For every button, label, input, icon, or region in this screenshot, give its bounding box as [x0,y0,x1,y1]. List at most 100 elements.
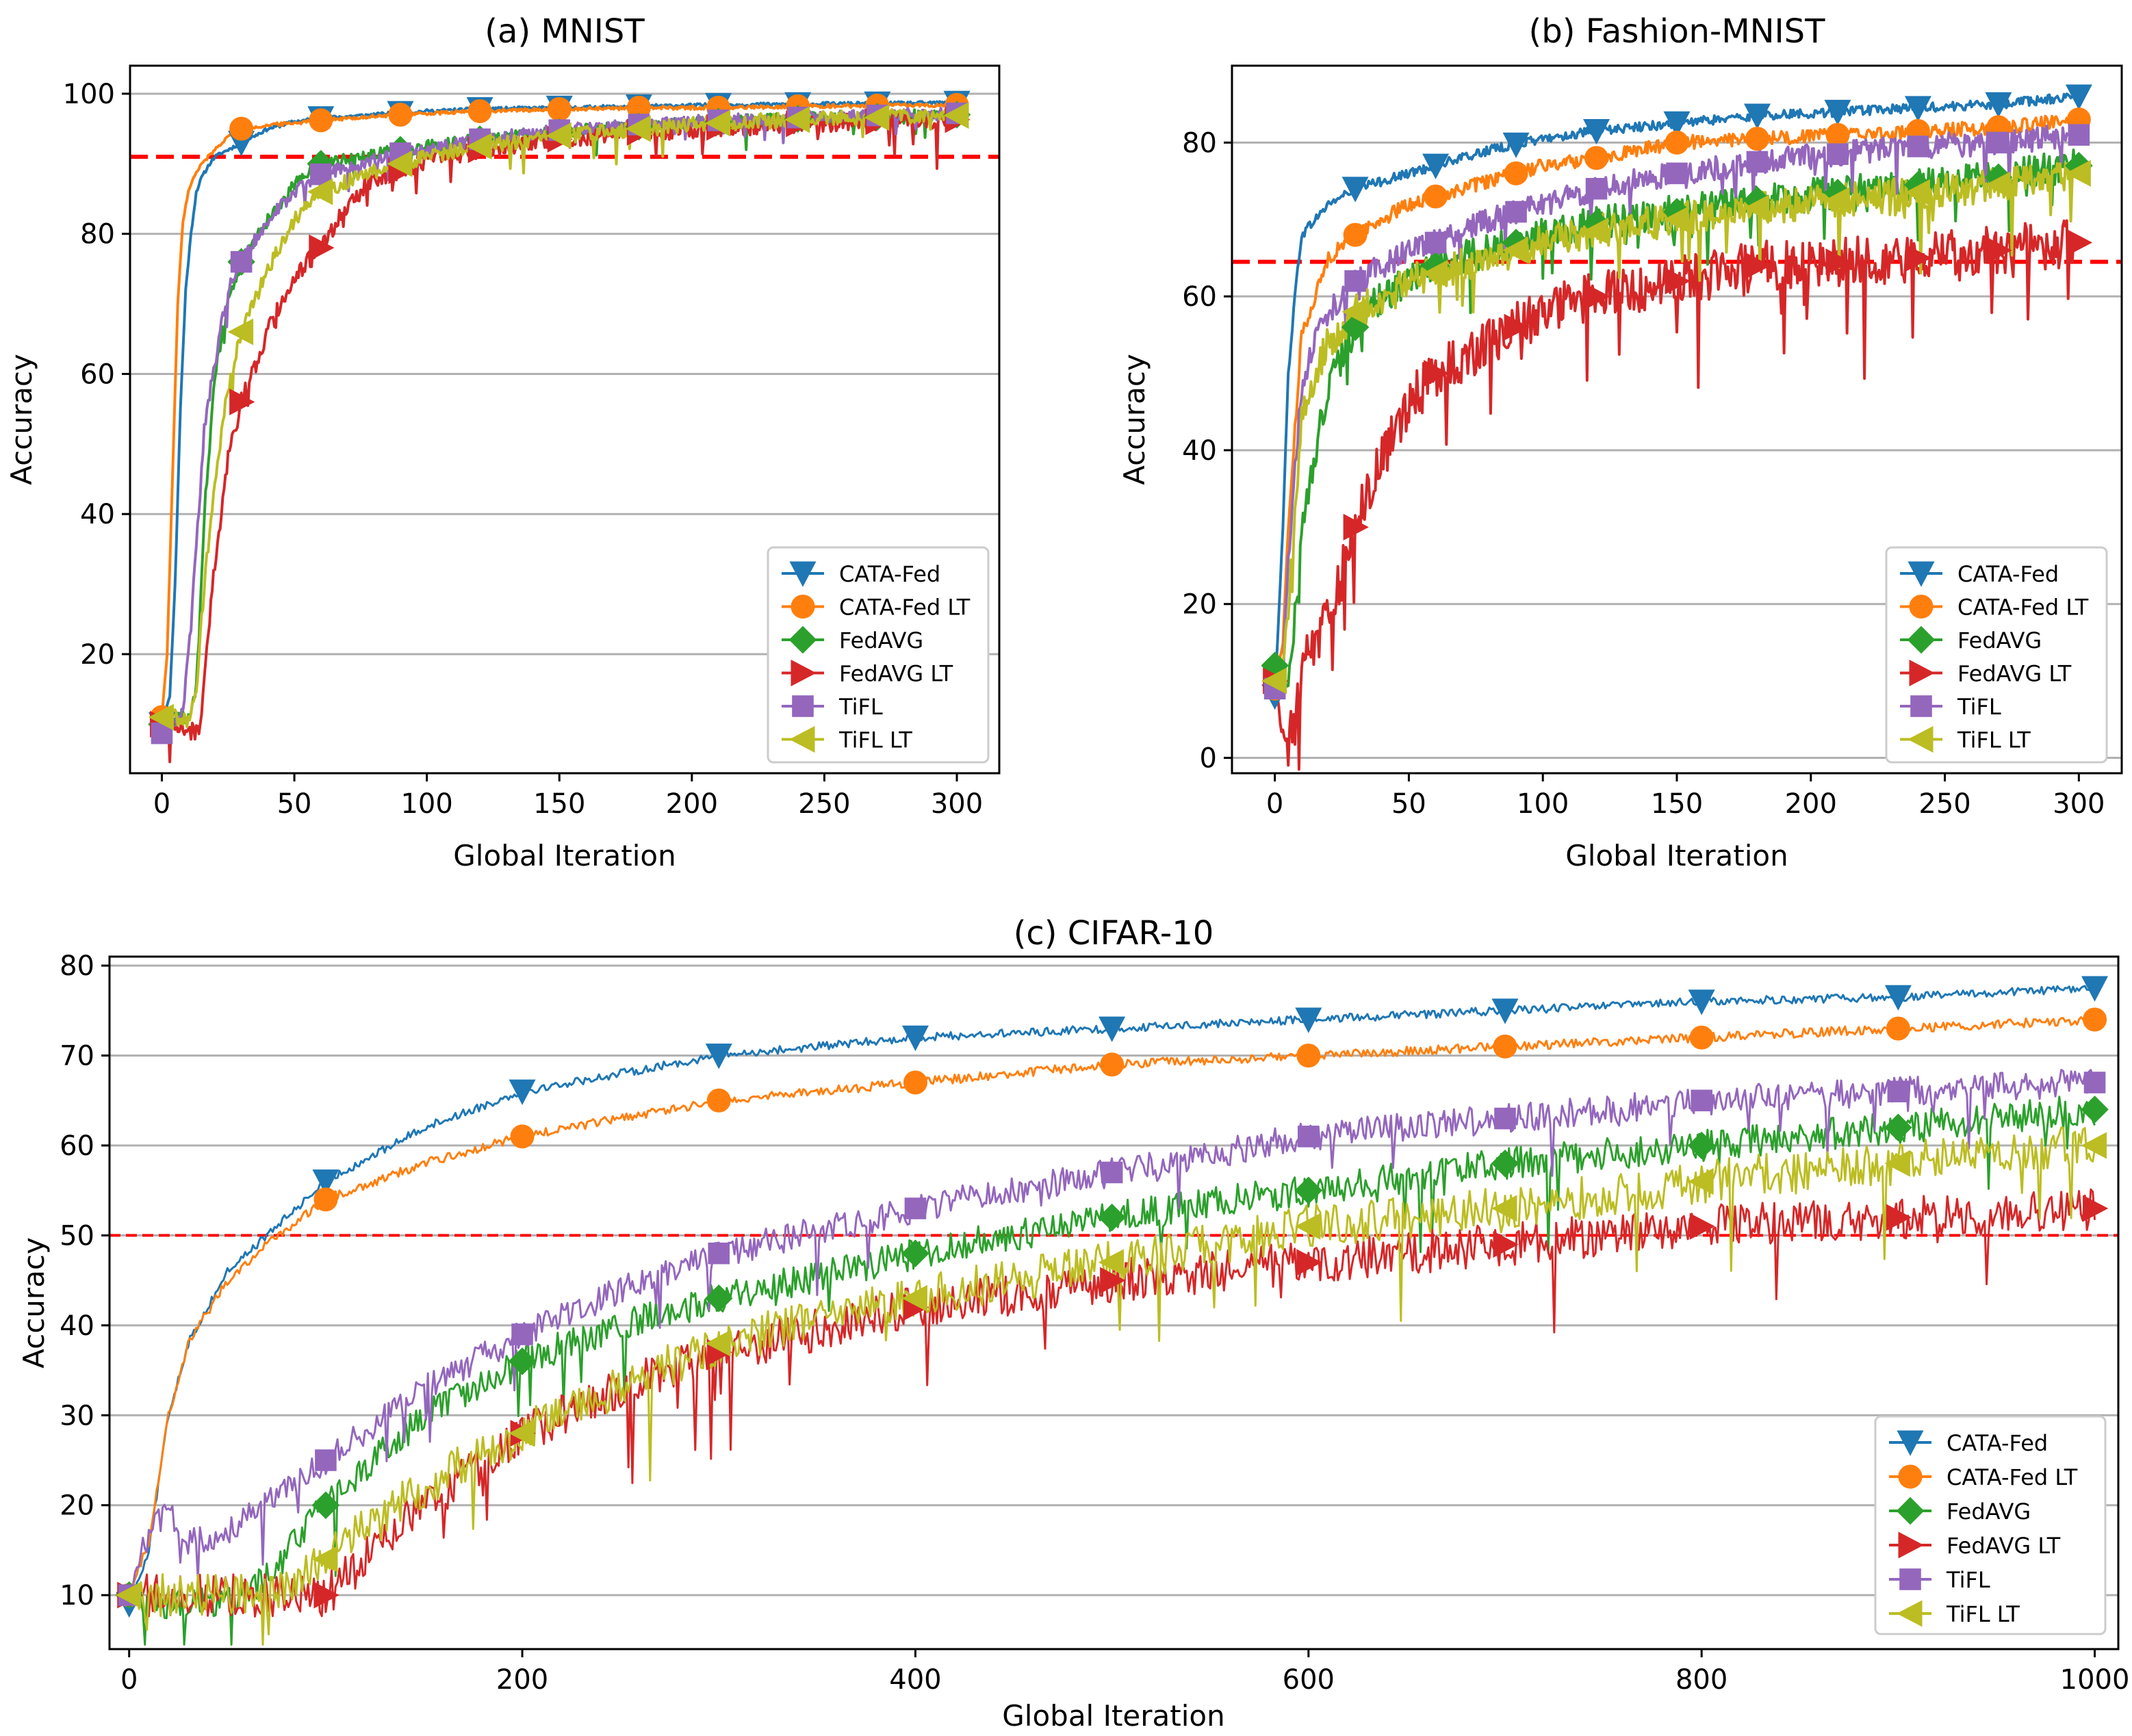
x-tick-label: 200 [1785,788,1837,820]
data-point [1687,1131,1716,1160]
data-point [705,1330,731,1357]
data-point [510,1124,535,1149]
data-point [466,133,492,160]
data-point [1424,184,1448,209]
data-point [1907,135,1929,157]
x-tick-label: 100 [400,788,452,820]
x-tick-label: 1000 [2060,1664,2130,1696]
y-tick-label: 60 [60,1130,94,1162]
data-point [309,108,333,133]
x-tick-label: 250 [1918,788,1970,820]
y-tick-label: 80 [1182,127,1217,159]
legend-marker [1907,625,1936,654]
y-tick-label: 20 [80,639,115,671]
data-point [1666,162,1688,185]
legend-marker [1909,595,1934,619]
data-point [1341,177,1369,203]
legend-marker [1898,1531,1924,1559]
y-tick-label: 60 [80,359,115,390]
legend-box [767,546,990,764]
legend-marker [1909,659,1935,687]
series-line [128,1069,2096,1599]
legend-label: FedAVG [1957,627,2042,653]
x-tick-label: 200 [496,1664,548,1696]
data-point [1296,1044,1321,1068]
y-ticks: 0 20 40 60 80 [1182,127,1232,775]
data-point [1824,99,1851,126]
legend-marker [1899,1568,1921,1590]
data-point [706,1088,731,1113]
data-point [1422,153,1450,179]
data-point [1884,1113,1912,1141]
data-point [704,109,731,137]
data-point [388,103,413,127]
chart-title: (c) CIFAR-10 [1014,914,1214,953]
series-line [128,1188,2096,1618]
legend-marker [791,659,817,687]
data-point [1295,1007,1322,1033]
data-point [1689,1213,1715,1240]
data-point [1585,178,1608,200]
data-point [1101,1161,1123,1184]
data-point [625,115,651,142]
data-point [229,388,255,415]
y-ticks: 10 20 30 40 50 60 70 80 [60,950,110,1611]
data-point [467,99,492,124]
data-point [2068,124,2090,146]
data-point [1904,179,1930,206]
x-ticks: 0 200 400 600 800 1000 [120,1649,2129,1696]
legend-marker [1896,1497,1925,1525]
y-tick-label: 20 [1182,589,1217,621]
x-tick-label: 600 [1283,1664,1335,1696]
x-ticks: 0 50 100 150 200 250 300 [153,773,983,820]
data-point [1502,237,1528,264]
y-tick-label: 0 [1200,743,1217,775]
legend-label: TiFL [1946,1567,1990,1593]
series-lines [1261,84,2093,771]
legend-marker [1908,725,1934,753]
x-ticks: 0 50 100 150 200 250 300 [1266,773,2105,820]
legend-marker [788,625,817,654]
data-point [1261,667,1287,695]
data-point [1665,268,1691,295]
legend-label: CATA-Fed LT [1957,595,2089,621]
x-axis-label: Global Iteration [453,839,676,872]
chart-panel-fashion-mnist: 0 50 100 150 200 250 300 0 20 40 60 80 (b) Fashion… [1118,12,2123,872]
legend-label: CATA-Fed LT [1947,1464,2078,1490]
data-point [1343,222,1367,247]
y-tick-label: 100 [63,79,115,110]
y-axis-label: Accuracy [1118,354,1151,485]
x-tick-label: 0 [1266,788,1283,820]
x-tick-label: 800 [1675,1664,1728,1696]
data-point [2083,1007,2107,1032]
x-tick-label: 0 [153,788,170,820]
data-point [547,96,571,121]
data-point [1691,1089,1712,1112]
data-point [943,102,969,129]
x-tick-label: 200 [666,788,718,820]
data-point [1884,1150,1910,1177]
series-line [128,1015,2096,1597]
data-point [901,1284,927,1312]
data-point [315,1449,337,1471]
y-tick-label: 70 [60,1041,94,1072]
data-point [2081,1096,2109,1124]
data-point [1100,1267,1126,1294]
data-point [901,1025,929,1052]
data-point [2065,159,2091,187]
data-point [1886,1016,1910,1041]
legend-box [1874,1415,2107,1635]
data-point [1098,1203,1126,1232]
legend-label: CATA-Fed LT [839,595,971,621]
legend-label: FedAVG LT [1957,661,2072,687]
legend-label: TiFL LT [838,727,912,753]
data-point [1505,200,1527,223]
data-point [148,703,174,731]
data-point [2066,229,2093,257]
legend-label: TiFL LT [1946,1601,2020,1627]
data-point [1688,989,1715,1015]
data-point [229,116,254,141]
legend-box [1885,546,2108,764]
data-point [311,1491,340,1519]
legend-label: FedAVG [1947,1499,2031,1525]
